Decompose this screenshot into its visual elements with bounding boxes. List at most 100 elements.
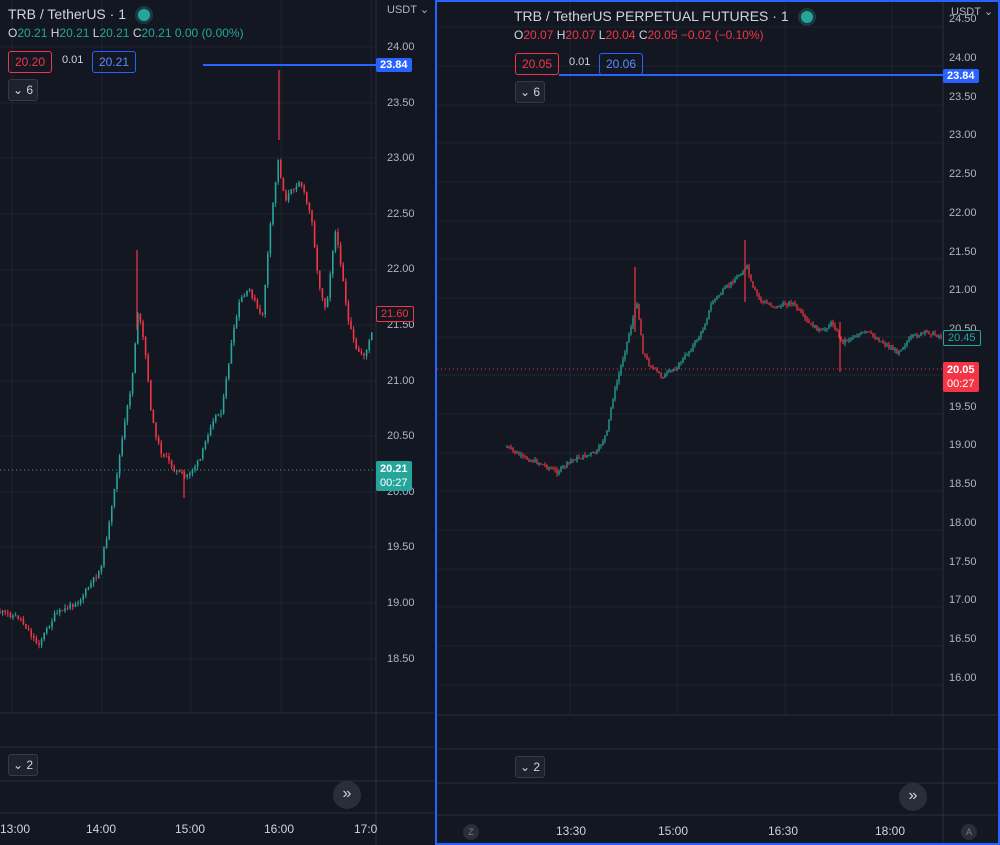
- candle-body: [774, 306, 776, 308]
- candle-body: [217, 413, 220, 416]
- candle-body: [363, 353, 365, 356]
- candle-body: [251, 289, 253, 298]
- symbol-title[interactable]: TRB / TetherUS · 1: [8, 6, 244, 22]
- candle-body: [720, 293, 722, 296]
- candle-body: [191, 469, 194, 474]
- candle-body: [522, 454, 524, 456]
- candle-body: [542, 464, 544, 466]
- alert-price-tag[interactable]: 23.84: [943, 69, 979, 83]
- low-value: 20.04: [605, 28, 636, 42]
- candle-body: [842, 338, 844, 344]
- spread-value: 0.01: [569, 56, 591, 68]
- buy-button[interactable]: 20.06: [599, 53, 644, 75]
- candle-body: [628, 334, 630, 342]
- candle-body: [716, 296, 718, 299]
- candle-body: [51, 621, 53, 627]
- zoom-toggle-button[interactable]: Z: [463, 824, 479, 840]
- candle-body: [574, 459, 576, 461]
- candle-body: [820, 328, 822, 330]
- candle-body: [588, 454, 590, 456]
- candle-body: [540, 463, 542, 465]
- buy-button[interactable]: 20.21: [92, 51, 137, 73]
- candle-body: [798, 309, 800, 311]
- candle-body: [714, 298, 716, 302]
- price-tick-label: 23.00: [387, 152, 415, 165]
- candle-body: [25, 623, 27, 629]
- candle-body: [66, 608, 69, 610]
- pane-collapse-button[interactable]: ⌄ 2: [515, 756, 545, 778]
- candle-body: [103, 547, 105, 566]
- price-tick-label: 23.50: [387, 96, 415, 109]
- candle-body: [800, 309, 802, 313]
- indicators-collapse-button[interactable]: ⌄ 6: [515, 81, 545, 103]
- candlestick-chart-spot[interactable]: [0, 0, 434, 845]
- candle-body: [732, 281, 734, 283]
- interval-label: · 1: [109, 6, 127, 22]
- candle-body: [878, 338, 880, 342]
- scroll-to-realtime-button[interactable]: »: [333, 781, 361, 809]
- indicators-collapse-button[interactable]: ⌄ 6: [8, 79, 38, 101]
- candle-body: [163, 453, 165, 457]
- sell-button[interactable]: 20.05: [515, 53, 560, 75]
- chart-pane-futures[interactable]: TRB / TetherUS PERPETUAL FUTURES · 1 O 20…: [435, 0, 1000, 845]
- sell-button[interactable]: 20.20: [8, 51, 53, 73]
- candlestick-chart-futures[interactable]: [437, 2, 998, 843]
- candle-body: [243, 295, 246, 298]
- candle-body: [570, 460, 572, 463]
- candle-body: [550, 467, 552, 469]
- candle-body: [116, 474, 118, 489]
- candle-body: [544, 464, 546, 466]
- candle-body: [690, 350, 692, 352]
- candle-body: [810, 322, 812, 324]
- candle-body: [740, 274, 742, 276]
- open-label: O: [514, 28, 524, 42]
- candle-body: [319, 270, 321, 289]
- candle-body: [259, 307, 261, 314]
- candle-body: [337, 232, 339, 245]
- currency-selector[interactable]: USDT ⌄: [387, 3, 429, 16]
- candle-body: [290, 189, 292, 194]
- candle-body: [808, 320, 810, 323]
- candle-body: [342, 264, 344, 282]
- candle-body: [916, 334, 918, 337]
- candle-body: [770, 304, 772, 307]
- candle-body: [678, 362, 680, 369]
- price-tick-label: 19.00: [387, 597, 415, 609]
- candle-body: [674, 369, 676, 371]
- candle-body: [688, 351, 690, 355]
- candle-body: [17, 615, 19, 619]
- candle-body: [508, 446, 510, 448]
- candle-body: [46, 628, 48, 633]
- candle-body: [546, 465, 548, 469]
- auto-scale-button[interactable]: A: [961, 824, 977, 840]
- candle-body: [816, 325, 818, 331]
- chevron-down-icon: ⌄: [419, 4, 430, 16]
- alert-price-tag[interactable]: 23.84: [376, 58, 412, 72]
- candle-body: [682, 358, 684, 363]
- candle-body: [230, 342, 233, 364]
- pane-collapse-button[interactable]: ⌄ 2: [8, 754, 38, 776]
- chart-pane-spot[interactable]: TRB / TetherUS · 1 O20.21 H20.21 L20.21 …: [0, 0, 434, 845]
- candle-body: [772, 306, 774, 308]
- last-price-tag: 20.05 00:27: [943, 362, 979, 392]
- price-tick-label: 21.50: [949, 245, 977, 258]
- candle-body: [20, 618, 22, 620]
- symbol-title[interactable]: TRB / TetherUS PERPETUAL FUTURES · 1: [514, 8, 813, 24]
- candle-body: [582, 454, 584, 459]
- close-value: 20.05: [647, 28, 678, 42]
- double-chevron-right-icon: »: [908, 787, 918, 804]
- candle-body: [118, 455, 121, 475]
- candle-body: [624, 351, 626, 360]
- candle-body: [165, 456, 168, 458]
- last-price-tag: 20.21 00:27: [376, 461, 412, 491]
- candle-body: [924, 330, 926, 333]
- currency-selector[interactable]: USDT ⌄: [951, 5, 993, 18]
- price-tick-label: 19.00: [949, 439, 977, 452]
- candle-body: [35, 638, 38, 644]
- candle-body: [254, 297, 256, 301]
- candle-body: [534, 459, 536, 462]
- candle-body: [134, 343, 136, 374]
- scroll-to-realtime-button[interactable]: »: [899, 783, 927, 811]
- candle-body: [860, 332, 862, 335]
- candle-body: [928, 331, 930, 335]
